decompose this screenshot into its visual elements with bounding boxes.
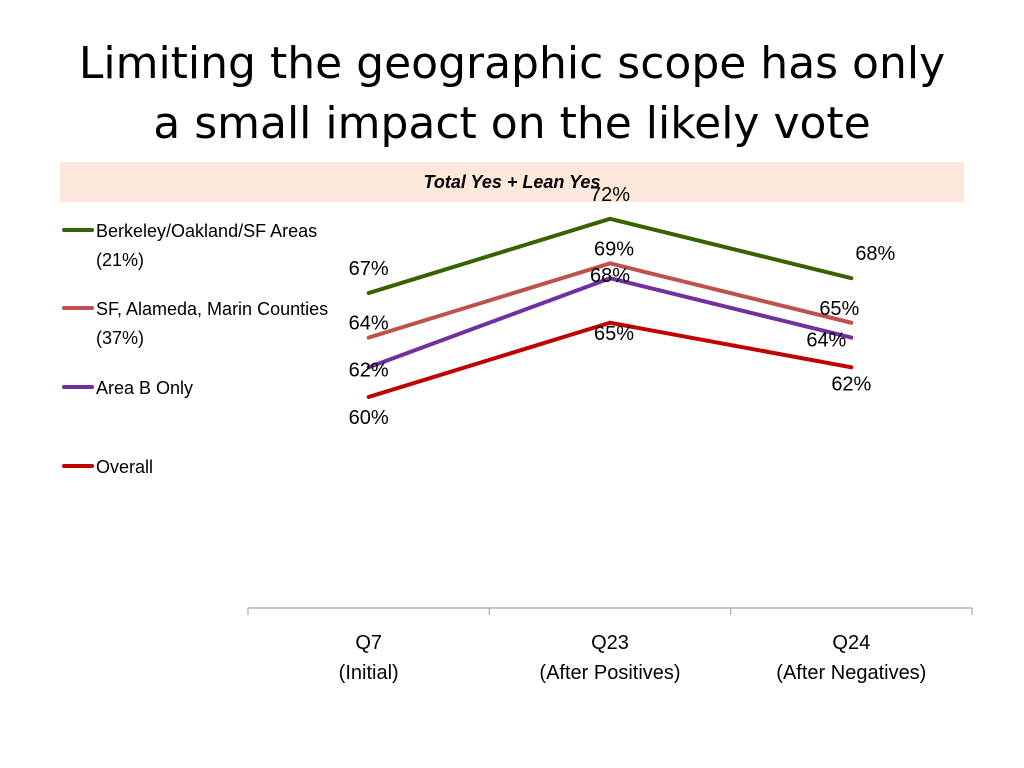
x-tick-label: (Initial) bbox=[339, 662, 399, 684]
x-tick-label: Q24 bbox=[832, 632, 870, 654]
legend-label-area-b: Area B Only bbox=[96, 378, 194, 398]
series-sf-alameda-marin-data-label: 64% bbox=[349, 313, 389, 335]
series-overall-data-label: 65% bbox=[594, 323, 634, 345]
series-area-b-data-label: 62% bbox=[349, 359, 389, 381]
series-berkeley-data-label: 68% bbox=[855, 243, 895, 265]
legend-swatch-overall bbox=[62, 464, 94, 468]
x-tick-label: (After Positives) bbox=[539, 662, 680, 684]
legend-swatch-sf-alameda-marin bbox=[62, 306, 94, 310]
series-overall-data-label: 62% bbox=[831, 373, 871, 395]
x-tick-label: Q23 bbox=[591, 632, 629, 654]
series-area-b-line bbox=[366, 276, 854, 370]
chart-banner: Total Yes + Lean Yes bbox=[60, 162, 964, 202]
slide-title: Limiting the geographic scope has only a… bbox=[40, 34, 984, 154]
slide-title-line-2: a small impact on the likely vote bbox=[153, 98, 871, 149]
series-area-b-data-label: 64% bbox=[806, 330, 846, 352]
legend-label-sf-alameda-marin: SF, Alameda, Marin Counties (37%) bbox=[96, 299, 329, 348]
legend-swatch-berkeley bbox=[62, 228, 94, 232]
series-berkeley-data-label: 72% bbox=[590, 184, 630, 206]
x-tick-label: Q7 bbox=[355, 632, 382, 654]
series-berkeley-line bbox=[366, 216, 854, 296]
legend-swatch-area-b bbox=[62, 385, 94, 389]
legend-label-berkeley: Berkeley/Oakland/SF Areas (21%) bbox=[96, 221, 318, 270]
slide-title-line-1: Limiting the geographic scope has only bbox=[78, 38, 946, 89]
series-sf-alameda-marin-data-label: 65% bbox=[819, 298, 859, 320]
x-tick-label: (After Negatives) bbox=[776, 662, 926, 684]
series-berkeley-data-label: 67% bbox=[349, 258, 389, 280]
series-overall-data-label: 60% bbox=[349, 407, 389, 429]
series-area-b-data-label: 68% bbox=[590, 265, 630, 287]
legend-label-overall: Overall bbox=[96, 457, 154, 477]
series-sf-alameda-marin-line bbox=[366, 261, 854, 340]
series-overall-line bbox=[366, 320, 854, 399]
series-sf-alameda-marin-data-label: 69% bbox=[594, 238, 634, 260]
